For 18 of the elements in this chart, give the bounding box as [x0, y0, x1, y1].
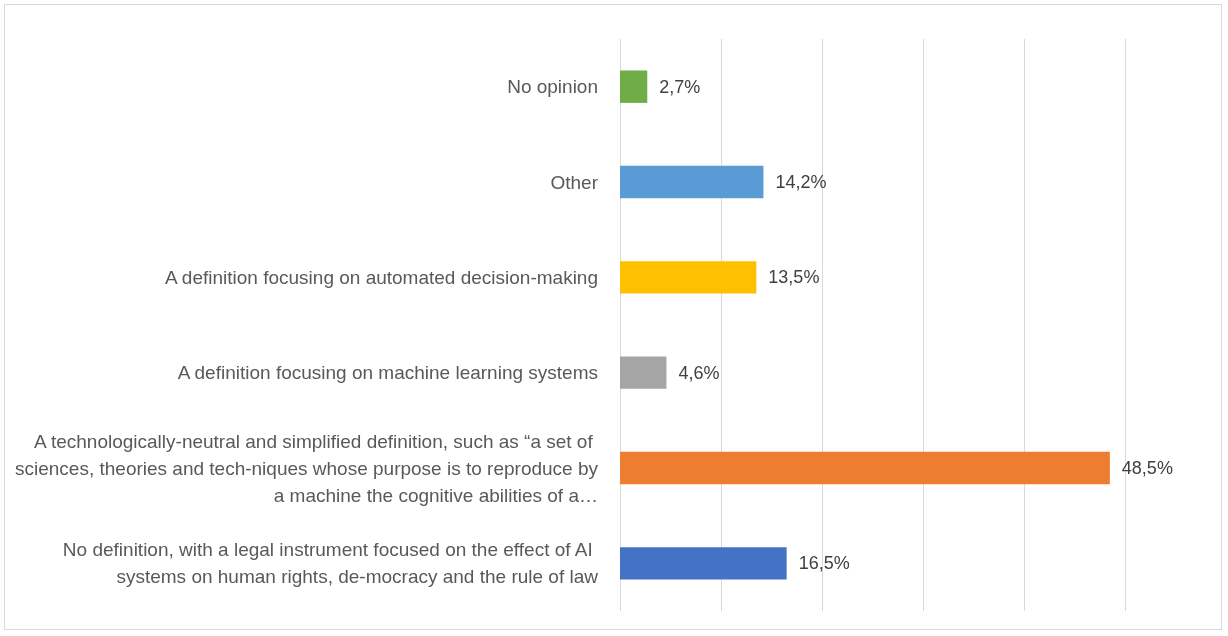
data-label: 48,5% [1121, 458, 1173, 478]
bar [620, 451, 1110, 485]
data-label: 16,5% [798, 553, 850, 574]
data-label: 2,7% [659, 76, 701, 97]
bar [620, 547, 787, 580]
bar [620, 356, 667, 389]
y-tick-label: Other [550, 171, 599, 193]
y-tick-label: No opinion [507, 76, 598, 98]
bar [620, 70, 648, 103]
bar [620, 261, 757, 294]
data-label: 14,2% [775, 172, 827, 192]
data-label: 13,5% [768, 267, 820, 288]
y-tick-label: A definition focusing on automated decision-making [164, 266, 598, 288]
y-tick-label: No definition, with a legal instrument focused on the effect of AI systems on human rights, de-mocracy and the rule of law [62, 539, 599, 588]
data-label: 4,6% [678, 362, 720, 383]
y-tick-label: A technologically-neutral and simplified definition, such as “a set of sciences, theories and tech-niques whose purpose is to reproduce by a machine the cognitive abilities of a… [14, 430, 599, 506]
y-tick-label: A definition focusing on machine learning systems [177, 362, 598, 384]
bar [620, 165, 764, 199]
